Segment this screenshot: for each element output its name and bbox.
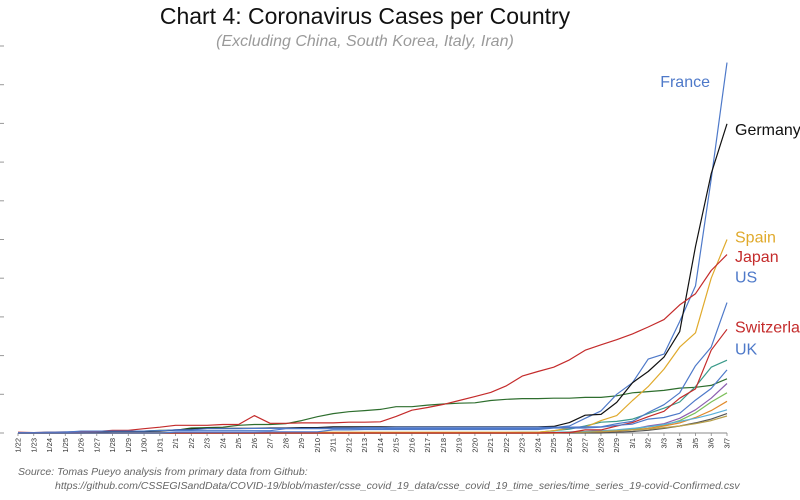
series-label-us: US <box>735 269 757 286</box>
series-labels: France Germany Spain Japan US Switzerland UK <box>660 74 800 359</box>
axis-layer: 1/22 1/23 1/24 1/25 1/26 1/27 1/28 1/29 1/30 1/31… <box>0 45 732 453</box>
x-tick-label: 2/15 <box>392 438 401 453</box>
x-tick-label: 1/25 <box>61 438 70 453</box>
x-tick-label: 2/11 <box>329 438 338 452</box>
x-tick-label: 2/5 <box>234 438 243 448</box>
series-label-france: France <box>660 74 710 91</box>
x-tick-label: 3/7 <box>723 438 732 448</box>
series-line-us <box>18 302 728 434</box>
x-tick-label: 3/2 <box>644 438 653 448</box>
x-tick-label: 1/27 <box>92 438 101 453</box>
x-tick-label: 3/6 <box>707 438 716 448</box>
x-tick-label: 3/1 <box>628 438 637 448</box>
x-tick-label: 2/21 <box>486 438 495 453</box>
x-tick-label: 1/29 <box>124 438 133 453</box>
x-tick-label: 1/28 <box>108 438 117 453</box>
x-tick-label: 3/5 <box>691 438 700 448</box>
x-tick-label: 2/10 <box>313 438 322 453</box>
series-lines <box>17 62 728 434</box>
source-url: https://github.com/CSSEGISandData/COVID-… <box>55 480 740 492</box>
series-label-uk: UK <box>735 342 758 359</box>
series-label-spain: Spain <box>735 229 776 246</box>
x-tick-label: 2/28 <box>596 438 605 453</box>
x-tick-label: 1/24 <box>45 438 54 453</box>
x-tick-label: 2/19 <box>455 438 464 453</box>
x-tick-label: 2/29 <box>612 438 621 453</box>
x-tick-label: 2/1 <box>171 438 180 448</box>
x-tick-label: 2/27 <box>581 438 590 453</box>
x-tick-label: 2/4 <box>218 438 227 448</box>
x-tick-label: 3/3 <box>659 438 668 448</box>
series-label-germany: Germany <box>735 122 800 139</box>
x-tick-label: 2/6 <box>250 438 259 448</box>
x-tick-label: 2/20 <box>470 438 479 453</box>
x-tick-label: 2/9 <box>297 438 306 448</box>
x-tick-label: 2/25 <box>549 438 558 453</box>
x-tick-label: 2/26 <box>565 438 574 453</box>
series-line-uk <box>18 369 728 434</box>
x-tick-label: 3/4 <box>675 438 684 448</box>
series-line-spain <box>18 239 728 434</box>
chart-subtitle: (Excluding China, South Korea, Italy, Ir… <box>216 33 514 50</box>
x-tick-label: 2/14 <box>376 438 385 453</box>
x-tick-label: 2/2 <box>187 438 196 448</box>
x-tick-label: 2/22 <box>502 438 511 453</box>
x-tick-label: 2/3 <box>203 438 212 448</box>
x-tick-label: 1/22 <box>14 438 23 453</box>
series-label-switzerland: Switzerland <box>735 320 800 337</box>
source-note: Source: Tomas Pueyo analysis from primar… <box>18 466 308 478</box>
series-line-switzerland <box>18 328 728 434</box>
x-tick-label: 1/30 <box>140 438 149 453</box>
series-label-japan: Japan <box>735 249 779 266</box>
x-tick-label: 2/7 <box>266 438 275 448</box>
x-tick-label: 1/31 <box>155 438 164 453</box>
x-tick-label: 2/16 <box>407 438 416 453</box>
series-line-germany <box>18 123 728 434</box>
x-tick-label: 2/8 <box>281 438 290 448</box>
x-tick-label: 2/23 <box>518 438 527 453</box>
x-tick-label: 1/26 <box>77 438 86 453</box>
x-tick-label: 2/12 <box>344 438 353 453</box>
x-tick-label: 2/24 <box>533 438 542 453</box>
series-line-france <box>18 62 728 434</box>
x-tick-label: 2/13 <box>360 438 369 453</box>
x-tick-label: 2/18 <box>439 438 448 453</box>
series-line-japan <box>17 254 728 434</box>
chart-title: Chart 4: Coronavirus Cases per Country <box>159 3 571 29</box>
x-tick-label: 1/23 <box>29 438 38 453</box>
x-tick-label: 2/17 <box>423 438 432 453</box>
